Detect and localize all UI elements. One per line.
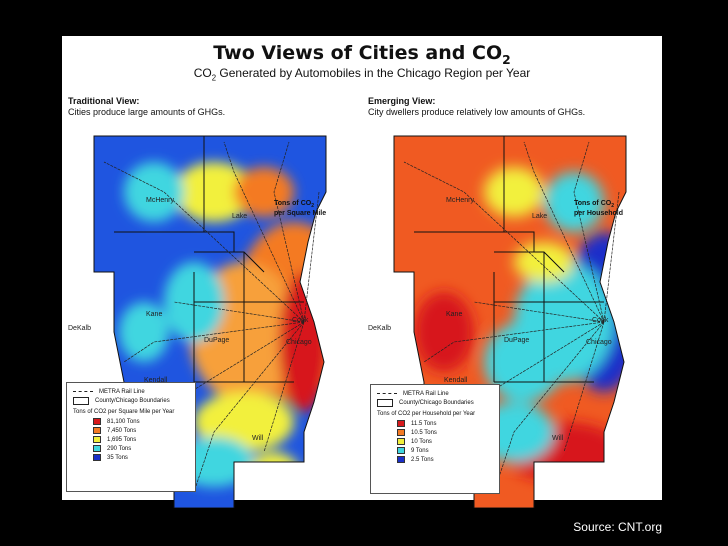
- rail-line-label: METRA Rail Line: [403, 390, 449, 397]
- legend-label: 7,450 Tons: [107, 427, 137, 434]
- boundary-swatch: [73, 396, 89, 405]
- legend-swatch: [397, 429, 405, 436]
- legend-label: 10 Tons: [411, 438, 432, 445]
- label-mchenry: McHenry: [446, 197, 475, 204]
- legend-label: 1,695 Tons: [107, 436, 137, 443]
- label-lake: Lake: [532, 213, 547, 220]
- legend-item: 1,695 Tons: [93, 435, 195, 444]
- left-legend: METRA Rail Line County/Chicago Boundarie…: [66, 382, 196, 492]
- legend-label: 9 Tons: [411, 447, 429, 454]
- left-map: McHenry Lake Kane DeKalb DuPage Cook Chi…: [64, 132, 364, 508]
- right-map: McHenry Lake Kane DeKalb DuPage Cook Chi…: [364, 132, 664, 508]
- rail-line-label: METRA Rail Line: [99, 388, 145, 395]
- label-chicago: Chicago: [286, 339, 312, 346]
- legend-swatch: [93, 445, 101, 452]
- label-dekalb: DeKalb: [68, 325, 91, 332]
- label-lake: Lake: [232, 213, 247, 220]
- left-unit-label: Tons of CO2 per Square Mile: [274, 200, 326, 217]
- legend-swatch: [93, 418, 101, 425]
- label-dekalb: DeKalb: [368, 325, 391, 332]
- legend-label: 35 Tons: [107, 454, 128, 461]
- legend-label: 290 Tons: [107, 445, 132, 452]
- legend-item: 290 Tons: [93, 444, 195, 453]
- label-chicago: Chicago: [586, 339, 612, 346]
- legend-item: 9 Tons: [397, 446, 499, 455]
- right-view-heading: Emerging View: City dwellers produce rela…: [368, 96, 586, 117]
- label-dupage: DuPage: [204, 337, 229, 344]
- label-cook: Cook: [292, 317, 309, 324]
- legend-item: 2.5 Tons: [397, 455, 499, 464]
- rail-line-swatch: [73, 391, 93, 392]
- label-mchenry: McHenry: [146, 197, 175, 204]
- legend-swatch: [397, 447, 405, 454]
- left-legend-title: Tons of CO2 per Square Mile per Year: [73, 409, 175, 415]
- label-kane: Kane: [146, 311, 162, 318]
- legend-swatch: [93, 427, 101, 434]
- label-kane: Kane: [446, 311, 462, 318]
- legend-label: 11.5 Tons: [411, 420, 437, 427]
- legend-item: 10 Tons: [397, 437, 499, 446]
- legend-swatch: [397, 420, 405, 427]
- legend-label: 2.5 Tons: [411, 456, 434, 463]
- label-will: Will: [252, 435, 264, 442]
- left-view-heading: Traditional View: Cities produce large am…: [68, 96, 226, 117]
- slide-title: Two Views of Cities and CO2: [213, 42, 511, 67]
- boundary-swatch: [377, 398, 393, 407]
- legend-label: 81,100 Tons: [107, 418, 140, 425]
- label-will: Will: [552, 435, 564, 442]
- legend-label: 10.5 Tons: [411, 429, 437, 436]
- rail-line-swatch: [377, 393, 397, 394]
- label-kendall: Kendall: [444, 377, 468, 384]
- label-kendall: Kendall: [144, 377, 168, 384]
- legend-swatch: [397, 456, 405, 463]
- legend-swatch: [397, 438, 405, 445]
- legend-item: 81,100 Tons: [93, 417, 195, 426]
- legend-item: 10.5 Tons: [397, 428, 499, 437]
- legend-item: 7,450 Tons: [93, 426, 195, 435]
- label-cook: Cook: [592, 317, 609, 324]
- left-legend-items: 81,100 Tons 7,450 Tons 1,695 Tons 290 Tons 3…: [93, 417, 195, 462]
- right-legend-items: 11.5 Tons 10.5 Tons 10 Tons 9 Tons 2.5 Tons: [397, 419, 499, 464]
- slide-subtitle: CO2 Generated by Automobiles in the Chic…: [193, 66, 531, 83]
- legend-item: 35 Tons: [93, 453, 195, 462]
- label-dupage: DuPage: [504, 337, 529, 344]
- legend-item: 11.5 Tons: [397, 419, 499, 428]
- boundary-label: County/Chicago Boundaries: [95, 397, 170, 404]
- right-legend-title: Tons of CO2 per Household per Year: [377, 411, 476, 417]
- boundary-label: County/Chicago Boundaries: [399, 399, 474, 406]
- slide-panel: Two Views of Cities and CO2 CO2 Generate…: [62, 36, 662, 508]
- legend-swatch: [93, 454, 101, 461]
- source-credit: Source: CNT.org: [573, 520, 662, 534]
- right-unit-label: Tons of CO2 per Household: [574, 200, 623, 217]
- legend-swatch: [93, 436, 101, 443]
- right-legend: METRA Rail Line County/Chicago Boundarie…: [370, 384, 500, 494]
